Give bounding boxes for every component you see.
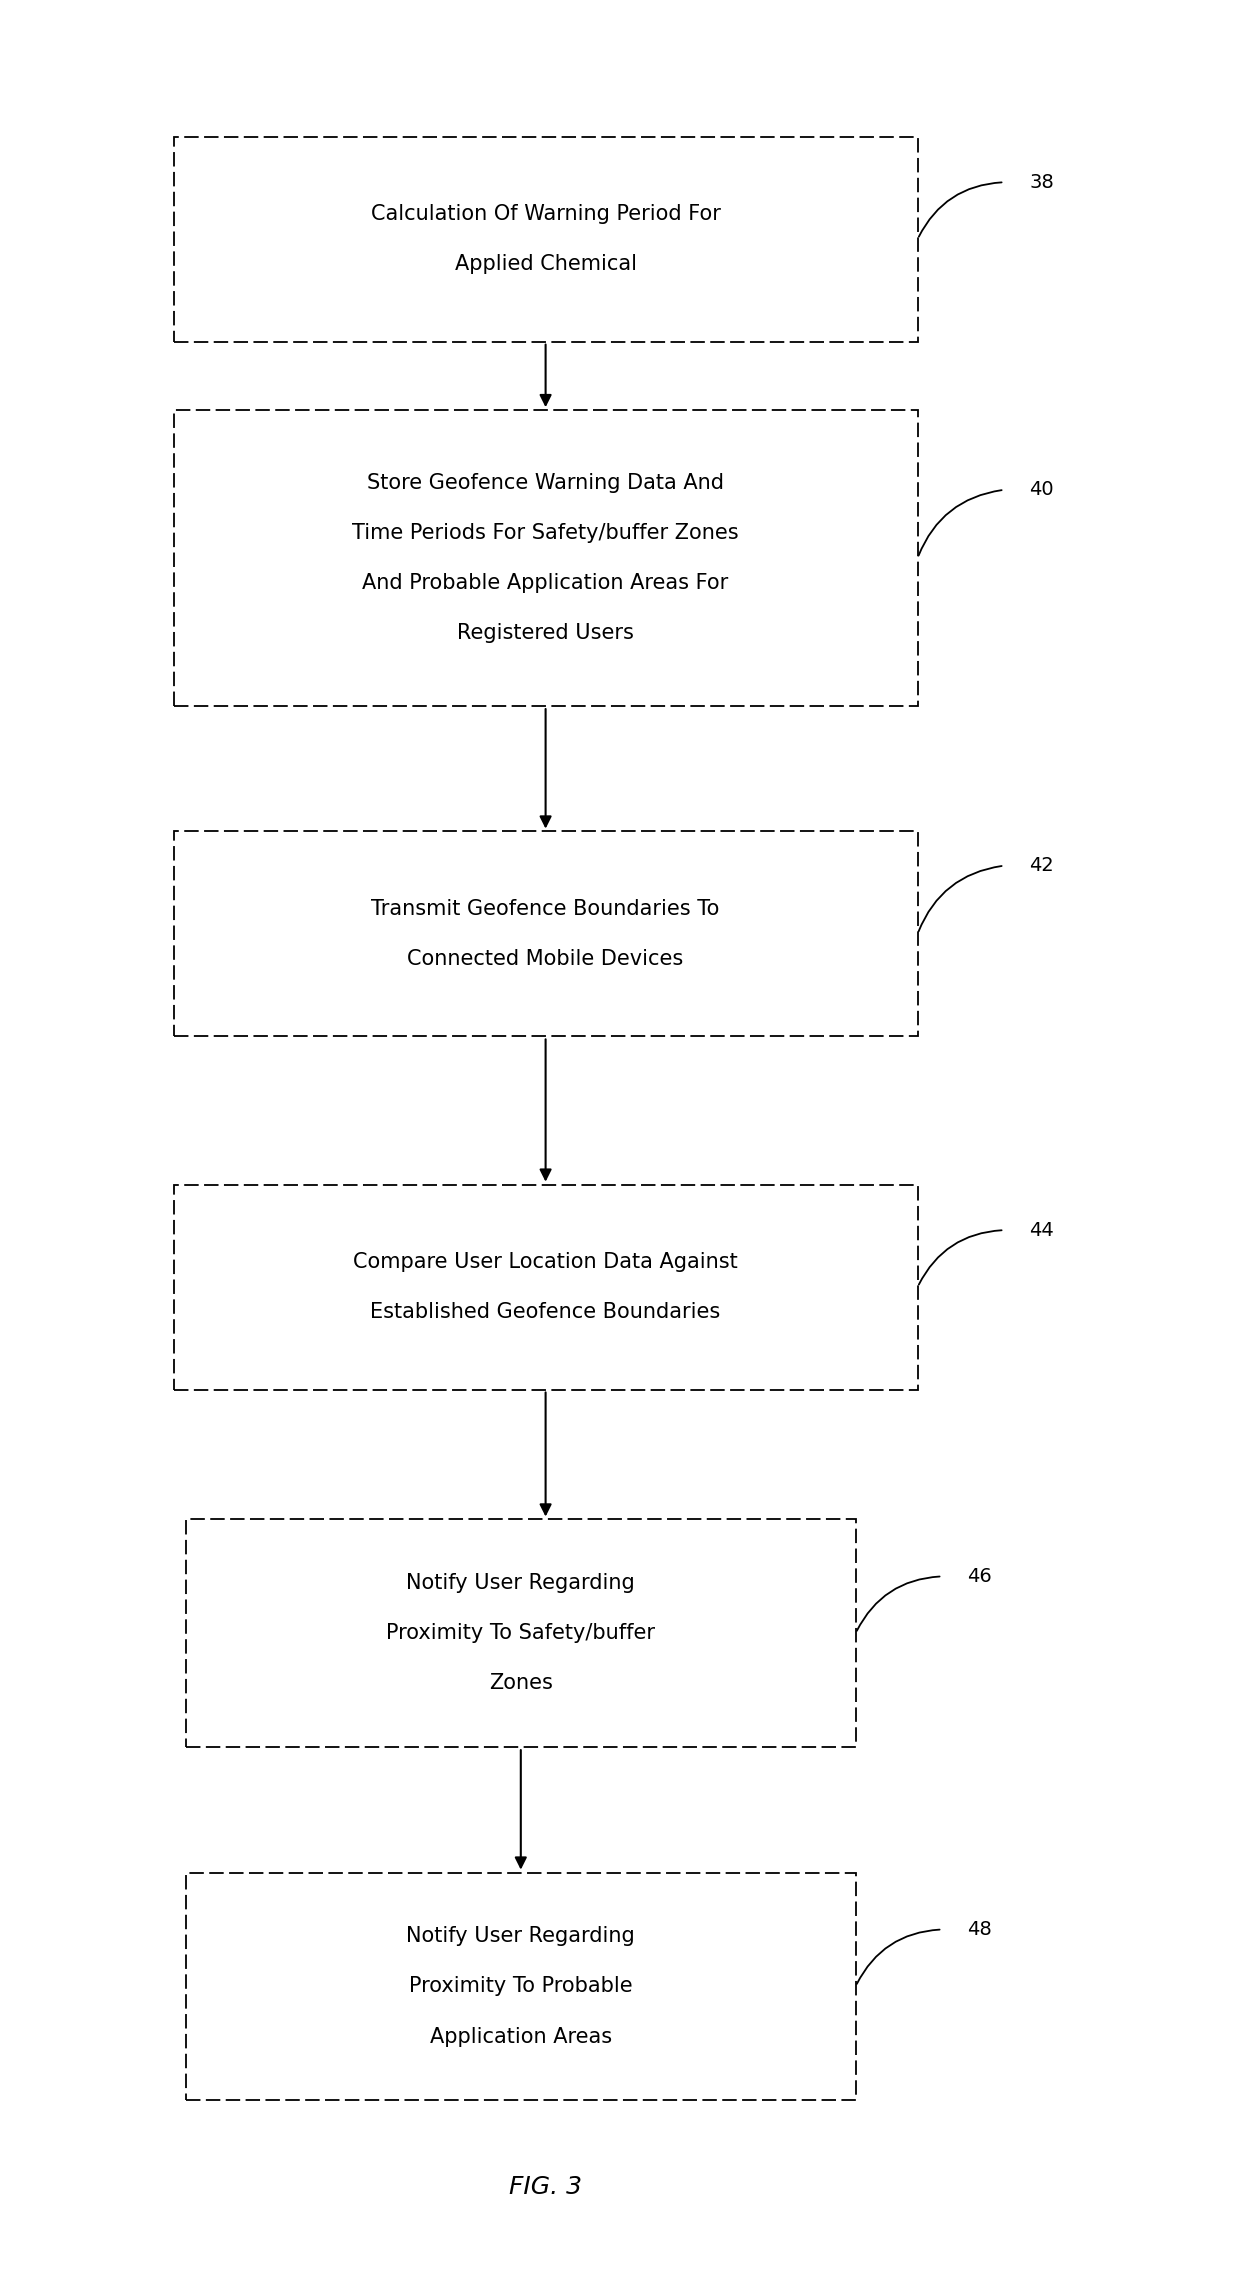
Text: Applied Chemical: Applied Chemical — [455, 255, 636, 273]
Text: Time Periods For Safety/buffer Zones: Time Periods For Safety/buffer Zones — [352, 524, 739, 542]
FancyBboxPatch shape — [186, 1873, 856, 2100]
Text: Proximity To Safety/buffer: Proximity To Safety/buffer — [387, 1624, 655, 1642]
Text: Calculation Of Warning Period For: Calculation Of Warning Period For — [371, 205, 720, 223]
Text: Established Geofence Boundaries: Established Geofence Boundaries — [371, 1303, 720, 1321]
Text: Connected Mobile Devices: Connected Mobile Devices — [408, 950, 683, 968]
Text: Store Geofence Warning Data And: Store Geofence Warning Data And — [367, 474, 724, 492]
FancyBboxPatch shape — [174, 410, 918, 706]
FancyBboxPatch shape — [174, 1185, 918, 1390]
Text: And Probable Application Areas For: And Probable Application Areas For — [362, 574, 729, 592]
FancyBboxPatch shape — [174, 137, 918, 342]
Text: 40: 40 — [1029, 481, 1054, 499]
FancyBboxPatch shape — [174, 831, 918, 1036]
Text: FIG. 3: FIG. 3 — [510, 2175, 582, 2198]
FancyBboxPatch shape — [186, 1519, 856, 1747]
Text: Application Areas: Application Areas — [430, 2027, 611, 2046]
Text: 38: 38 — [1029, 173, 1054, 191]
Text: 46: 46 — [967, 1567, 992, 1585]
Text: 48: 48 — [967, 1920, 992, 1939]
Text: 44: 44 — [1029, 1221, 1054, 1239]
Text: 42: 42 — [1029, 857, 1054, 875]
Text: Proximity To Probable: Proximity To Probable — [409, 1977, 632, 1996]
Text: Notify User Regarding: Notify User Regarding — [407, 1574, 635, 1592]
Text: Registered Users: Registered Users — [458, 624, 634, 642]
Text: Notify User Regarding: Notify User Regarding — [407, 1927, 635, 1945]
Text: Transmit Geofence Boundaries To: Transmit Geofence Boundaries To — [372, 900, 719, 918]
Text: Compare User Location Data Against: Compare User Location Data Against — [353, 1253, 738, 1271]
Text: Zones: Zones — [489, 1674, 553, 1693]
